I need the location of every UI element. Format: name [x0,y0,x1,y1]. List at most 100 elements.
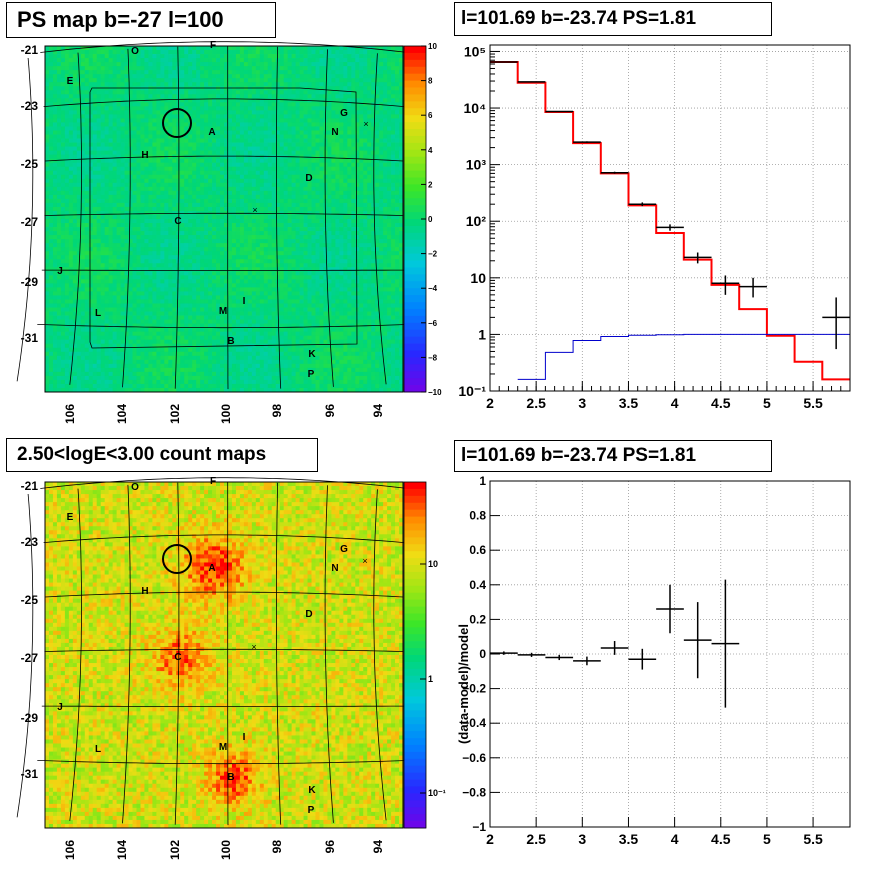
map-pixel [319,186,324,192]
map-pixel [208,214,213,220]
map-pixel [212,243,217,248]
map-pixel [335,186,340,192]
map-pixel [355,58,360,63]
map-pixel [152,251,157,256]
map-pixel [184,114,189,119]
map-pixel [56,150,62,156]
map-pixel [156,235,161,240]
map-pixel [263,150,269,156]
map-pixel [255,214,261,220]
map-pixel [263,227,269,232]
map-pixel [375,178,380,184]
map-pixel [267,126,273,131]
map-pixel [52,126,58,131]
map-pixel [108,247,114,252]
map-pixel [387,190,392,196]
map-pixel [124,138,129,143]
map-pixel [367,54,372,59]
map-pixel [160,239,165,244]
map-pixel [100,178,106,184]
map-pixel [192,114,197,119]
map-pixel [212,219,217,224]
map-pixel [188,138,193,143]
map-pixel [291,90,296,95]
map-pixel [267,174,273,180]
map-pixel [355,166,360,172]
map-pixel [68,202,74,208]
map-pixel [224,231,229,236]
map-pixel [239,206,245,212]
map-pixel [116,130,121,135]
map-pixel [271,122,277,127]
map-pixel [319,58,324,63]
map-pixel [287,98,293,103]
map-pixel [148,178,153,184]
map-pixel [120,219,125,224]
map-pixel [144,66,149,71]
map-pixel [391,106,396,111]
map-pixel [383,122,388,127]
map-pixel [104,194,110,200]
map-pixel [204,202,209,208]
map-pixel [136,219,141,224]
map-pixel [259,122,265,127]
map-pixel [100,110,106,115]
map-pixel [335,235,340,240]
map-pixel [367,251,372,256]
map-pixel [84,50,90,55]
map-pixel [52,154,58,160]
map-pixel [92,62,98,67]
map-pixel [307,46,312,51]
map-pixel [379,206,384,212]
map-pixel [76,174,82,180]
map-pixel [172,138,177,143]
map-pixel [287,82,293,87]
map-pixel [247,219,253,224]
map-pixel [267,90,273,95]
map-pixel [164,178,169,184]
map-pixel [355,198,360,204]
map-pixel [339,214,344,220]
map-pixel [315,138,320,143]
map-pixel [351,62,356,67]
map-pixel [192,194,197,200]
map-pixel [184,90,189,95]
map-pixel [80,198,86,204]
map-pixel [80,50,86,55]
map-pixel [255,194,261,200]
map-pixel [395,251,400,256]
map-pixel [255,90,261,95]
map-pixel [327,82,332,87]
map-pixel [136,54,141,59]
map-pixel [140,198,145,204]
map-pixel [275,202,281,208]
map-pixel [311,126,316,131]
map-pixel [379,158,384,164]
map-pixel [347,90,352,95]
map-pixel [172,267,177,272]
map-pixel [96,158,102,164]
map-pixel [247,94,253,99]
map-pixel [188,62,193,67]
map-pixel [128,166,133,172]
map-pixel [331,231,336,236]
map-pixel [279,130,285,135]
map-pixel [168,182,173,188]
map-pixel [395,263,400,268]
map-pixel [124,251,129,256]
map-pixel [100,54,106,59]
map-pixel [192,174,197,180]
map-pixel [399,146,404,151]
map-pixel [275,243,281,248]
map-pixel [235,178,241,184]
map-pixel [224,82,229,87]
map-pixel [387,54,392,59]
map-pixel [271,190,277,196]
map-pixel [45,198,50,204]
map-pixel [64,251,70,256]
map-pixel [299,82,304,87]
map-pixel [216,178,221,184]
map-pixel [395,110,400,115]
map-pixel [395,170,400,176]
map-pixel [196,214,201,220]
